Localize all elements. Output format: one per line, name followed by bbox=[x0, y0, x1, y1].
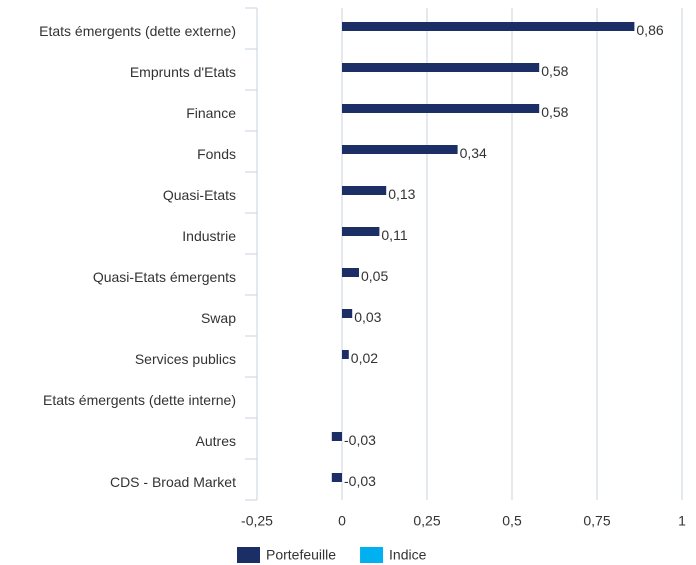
y-tick-label: Emprunts d'Etats bbox=[130, 64, 236, 80]
y-tick-label: Fonds bbox=[197, 146, 236, 162]
legend-label: Indice bbox=[389, 547, 427, 563]
value-label: 0,86 bbox=[636, 22, 663, 38]
value-label: 0,05 bbox=[361, 268, 388, 284]
x-tick-label: 0,25 bbox=[413, 513, 440, 529]
bar bbox=[342, 268, 359, 277]
y-tick-label: Etats émergents (dette interne) bbox=[43, 392, 236, 408]
value-label: 0,02 bbox=[351, 350, 378, 366]
bar bbox=[342, 22, 635, 31]
value-label: 0,58 bbox=[541, 104, 568, 120]
value-label: -0,03 bbox=[344, 432, 376, 448]
y-tick-label: Industrie bbox=[182, 228, 236, 244]
x-tick-label: 1 bbox=[678, 513, 686, 529]
bar bbox=[342, 350, 349, 359]
bar bbox=[342, 309, 353, 318]
x-tick-label: 0,75 bbox=[583, 513, 610, 529]
value-label: 0,03 bbox=[354, 309, 381, 325]
y-tick-label: Etats émergents (dette externe) bbox=[39, 23, 236, 39]
legend-swatch bbox=[360, 547, 384, 563]
value-label: 0,58 bbox=[541, 63, 568, 79]
legend-label: Portefeuille bbox=[266, 547, 336, 563]
value-label: 0,13 bbox=[388, 186, 415, 202]
y-tick-label: Quasi-Etats bbox=[163, 187, 236, 203]
bar bbox=[342, 186, 387, 195]
bar bbox=[331, 473, 342, 482]
y-tick-label: CDS - Broad Market bbox=[110, 474, 236, 490]
y-tick-label: Quasi-Etats émergents bbox=[93, 269, 236, 285]
bar bbox=[342, 227, 380, 236]
value-label: 0,34 bbox=[460, 145, 487, 161]
legend-swatch bbox=[237, 547, 260, 563]
x-tick-label: 0 bbox=[338, 513, 346, 529]
y-tick-label: Finance bbox=[186, 105, 236, 121]
x-tick-label: 0,5 bbox=[502, 513, 522, 529]
y-tick-label: Services publics bbox=[135, 351, 236, 367]
y-tick-label: Swap bbox=[201, 310, 236, 326]
bar bbox=[331, 432, 342, 441]
bar bbox=[342, 104, 540, 113]
bar bbox=[342, 63, 540, 72]
x-tick-label: -0,25 bbox=[241, 513, 273, 529]
value-label: 0,11 bbox=[381, 227, 407, 243]
bar bbox=[342, 145, 458, 154]
y-tick-label: Autres bbox=[196, 433, 236, 449]
value-label: -0,03 bbox=[344, 473, 376, 489]
